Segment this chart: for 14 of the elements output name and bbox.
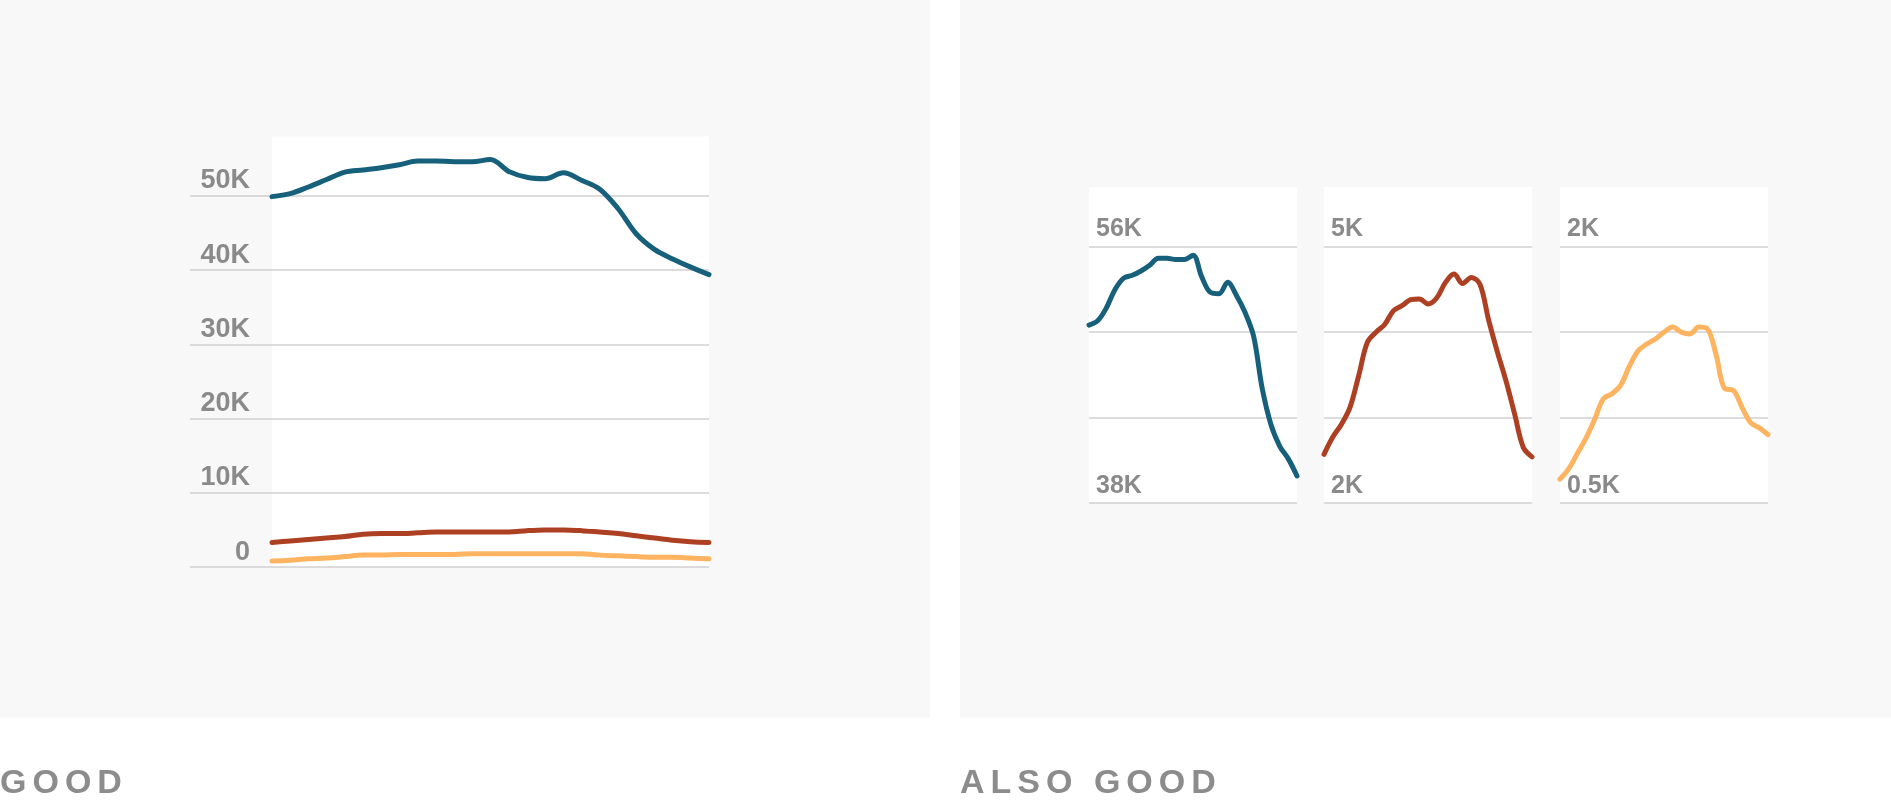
y-tick-label: 56K bbox=[1096, 213, 1142, 242]
y-tick-label: 38K bbox=[1096, 469, 1142, 498]
y-tick-label: 2K bbox=[1331, 469, 1363, 498]
y-tick-label: 50K bbox=[200, 164, 251, 195]
y-tick-label: 2K bbox=[1567, 213, 1599, 242]
text: ALSO GOOD bbox=[960, 762, 1222, 800]
y-tick-label: 20K bbox=[200, 387, 251, 418]
y-tick-label: 0 bbox=[234, 535, 250, 566]
y-tick-label: 5K bbox=[1331, 213, 1363, 242]
y-tick-label: 40K bbox=[200, 238, 251, 269]
text: GOOD bbox=[0, 762, 128, 800]
y-tick-label: 10K bbox=[200, 461, 251, 492]
y-tick-label: 30K bbox=[200, 312, 251, 343]
y-tick-label: 0.5K bbox=[1567, 469, 1620, 498]
